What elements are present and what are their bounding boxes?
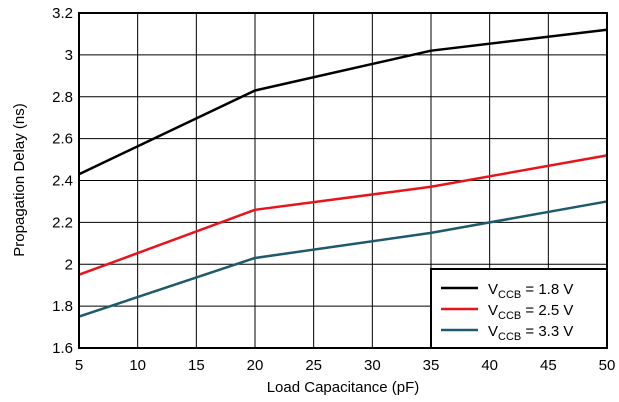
series-line-1	[78, 28, 608, 176]
x-tick-label: 5	[75, 357, 83, 374]
y-tick-label: 2	[65, 256, 73, 273]
series-line-3	[78, 200, 608, 318]
x-tick-label: 40	[481, 357, 498, 374]
y-tick-label: 2.2	[52, 214, 73, 231]
x-tick-labels: 5 10 15 20 25 30 35 40 45 50	[75, 357, 616, 374]
y-tick-label: 2.6	[52, 131, 73, 148]
x-tick-label: 20	[247, 357, 264, 374]
series-line-2	[78, 154, 608, 276]
x-tick-label: 50	[599, 357, 616, 374]
x-tick-label: 35	[423, 357, 440, 374]
y-tick-label: 1.8	[52, 298, 73, 315]
legend-entry-label: VCCB = 2.5 V	[488, 302, 573, 322]
x-tick-label: 10	[129, 357, 146, 374]
x-tick-label: 15	[188, 357, 205, 374]
y-tick-label: 2.8	[52, 89, 73, 106]
y-tick-label: 3.2	[52, 5, 73, 22]
y-tick-label: 2.4	[52, 173, 73, 190]
x-tick-label: 30	[364, 357, 381, 374]
plot-frame	[78, 12, 608, 349]
y-tick-label: 3	[65, 47, 73, 64]
x-tick-label: 25	[305, 357, 322, 374]
x-axis-label: Load Capacitance (pF)	[267, 379, 420, 396]
legend-entry-label: VCCB = 3.3 V	[488, 323, 573, 343]
legend-entry-label: VCCB = 1.8 V	[488, 281, 573, 301]
y-axis-label: Propagation Delay (ns)	[11, 103, 28, 256]
y-tick-labels: 1.6 1.8 2 2.2 2.4 2.6 2.8 3 3.2	[52, 5, 73, 357]
x-tick-label: 45	[540, 357, 557, 374]
y-tick-label: 1.6	[52, 340, 73, 357]
series-lines	[78, 28, 608, 318]
